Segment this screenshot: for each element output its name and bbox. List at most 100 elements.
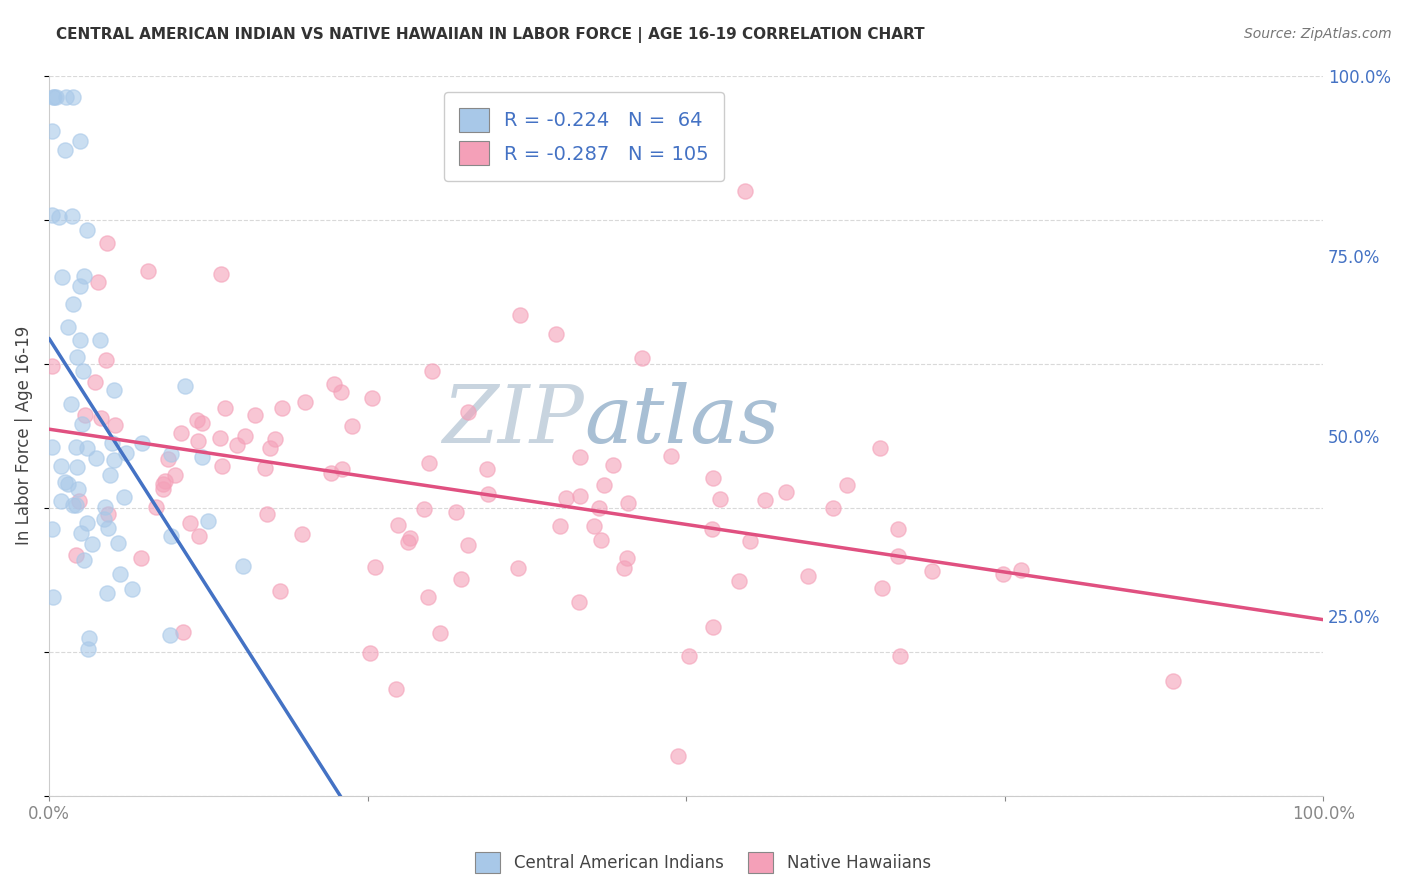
Point (416, 591, 439, 605)
Point (754, 492, 776, 507)
Point (420, 364, 443, 378)
Point (727, 574, 749, 588)
Point (84, 450, 107, 465)
Point (172, 625, 194, 640)
Point (678, 648, 700, 663)
Point (921, 564, 943, 578)
Point (837, 478, 859, 492)
Point (87, 275, 110, 289)
Point (821, 501, 844, 516)
Point (385, 681, 408, 696)
Point (186, 412, 208, 426)
Point (226, 438, 249, 452)
Point (887, 522, 910, 536)
Point (709, 492, 731, 507)
Point (60, 209, 83, 223)
Point (211, 458, 233, 473)
Point (42, 90, 65, 104)
Point (256, 507, 278, 521)
Point (76, 516, 98, 531)
Point (138, 263, 160, 277)
Point (188, 529, 211, 543)
Point (76, 223, 98, 237)
Point (889, 648, 911, 663)
Point (174, 378, 197, 392)
Point (77, 642, 100, 657)
Point (602, 458, 624, 472)
Point (233, 429, 256, 443)
Point (191, 450, 214, 465)
Point (65, 499, 87, 513)
Point (103, 453, 125, 467)
Point (96, 520, 118, 534)
Point (66, 460, 89, 475)
Point (259, 441, 281, 455)
Point (700, 522, 723, 536)
Point (775, 485, 797, 500)
Point (457, 405, 479, 419)
Y-axis label: In Labor Force | Age 16-19: In Labor Force | Age 16-19 (15, 326, 32, 545)
Point (569, 489, 592, 503)
Point (170, 426, 193, 441)
Point (96, 353, 118, 368)
Point (398, 531, 420, 545)
Point (41, 124, 63, 138)
Point (666, 749, 689, 764)
Point (413, 502, 436, 516)
Point (103, 383, 125, 397)
Point (66, 351, 89, 365)
Point (160, 528, 183, 542)
Point (330, 462, 353, 476)
Point (396, 534, 419, 549)
Point (271, 401, 294, 415)
Point (245, 408, 267, 422)
Point (152, 482, 174, 496)
Point (321, 466, 343, 480)
Point (582, 518, 605, 533)
Point (131, 550, 153, 565)
Point (60, 397, 83, 411)
Point (70, 417, 93, 432)
Point (153, 475, 176, 489)
Point (544, 326, 567, 341)
Point (62, 297, 84, 311)
Point (588, 501, 610, 516)
Point (82, 537, 104, 551)
Point (90, 410, 112, 425)
Point (70, 526, 93, 541)
Point (869, 442, 891, 456)
Point (42, 90, 65, 104)
Point (108, 567, 131, 582)
Point (98, 468, 121, 483)
Point (62, 499, 84, 513)
Point (208, 431, 231, 445)
Point (104, 418, 127, 433)
Point (991, 566, 1014, 581)
Point (67, 483, 90, 497)
Point (568, 595, 591, 609)
Legend: Central American Indians, Native Hawaiians: Central American Indians, Native Hawaiia… (468, 846, 938, 880)
Point (55, 90, 77, 104)
Text: CENTRAL AMERICAN INDIAN VS NATIVE HAWAIIAN IN LABOR FORCE | AGE 16-19 CORRELATIO: CENTRAL AMERICAN INDIAN VS NATIVE HAWAII… (56, 27, 925, 43)
Point (45, 90, 67, 104)
Point (65, 440, 87, 454)
Point (41, 522, 63, 536)
Point (263, 433, 285, 447)
Point (67, 494, 90, 508)
Point (72, 364, 94, 378)
Point (53, 143, 76, 157)
Point (152, 476, 174, 491)
Point (418, 456, 440, 470)
Point (51, 269, 73, 284)
Point (322, 376, 344, 391)
Point (55, 475, 77, 489)
Point (387, 518, 409, 533)
Point (555, 491, 578, 506)
Point (617, 496, 640, 510)
Point (145, 500, 167, 515)
Point (96, 236, 118, 251)
Point (444, 505, 467, 519)
Point (75, 409, 97, 423)
Point (163, 468, 186, 483)
Point (593, 478, 616, 492)
